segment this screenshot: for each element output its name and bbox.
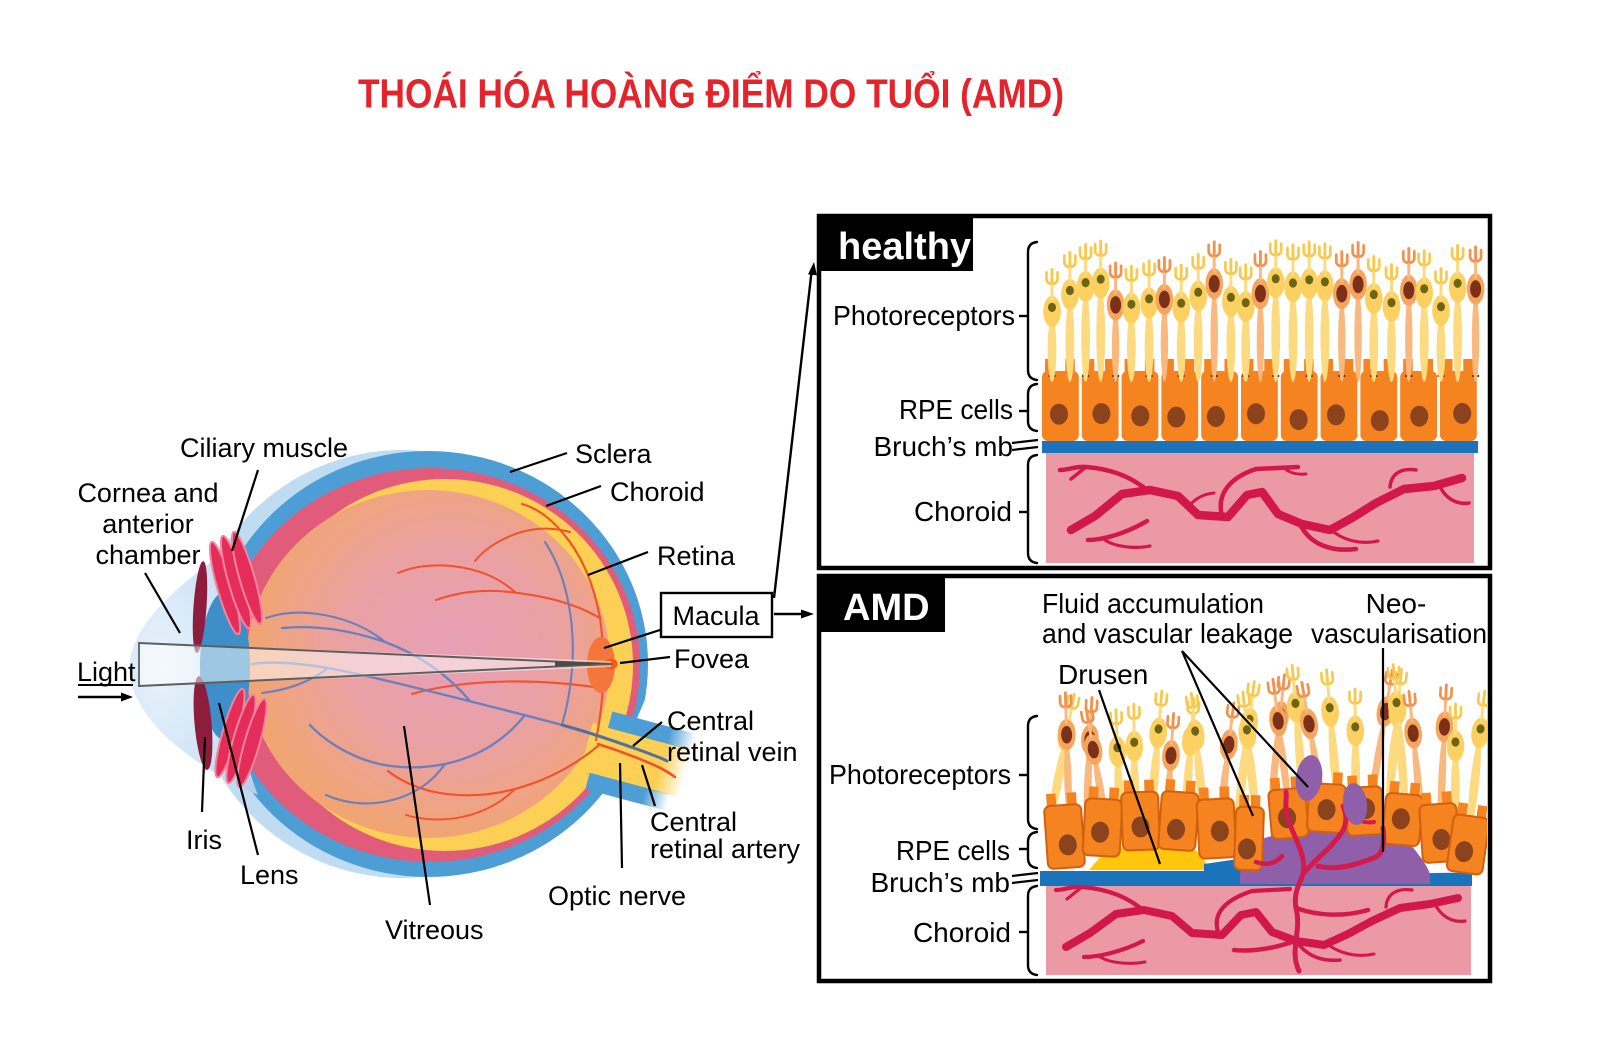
svg-text:RPE cells: RPE cells xyxy=(899,394,1013,425)
svg-text:Optic nerve: Optic nerve xyxy=(548,881,686,911)
svg-text:Fluid accumulation: Fluid accumulation xyxy=(1042,588,1264,619)
svg-text:Photoreceptors: Photoreceptors xyxy=(829,759,1011,790)
svg-text:and vascular leakage: and vascular leakage xyxy=(1042,618,1293,649)
svg-text:Photoreceptors: Photoreceptors xyxy=(833,300,1015,331)
svg-text:Neo-: Neo- xyxy=(1366,588,1427,619)
svg-text:AMD: AMD xyxy=(843,587,930,629)
svg-text:Cornea and: Cornea and xyxy=(77,478,218,508)
svg-text:THOÁI HÓA HOÀNG ĐIỂM DO TUỔI (: THOÁI HÓA HOÀNG ĐIỂM DO TUỔI (AMD) xyxy=(358,70,1064,117)
svg-text:anterior: anterior xyxy=(102,509,194,539)
svg-text:Vitreous: Vitreous xyxy=(385,915,484,945)
svg-text:Central: Central xyxy=(667,706,754,736)
svg-text:Ciliary muscle: Ciliary muscle xyxy=(180,433,348,463)
svg-text:Iris: Iris xyxy=(186,825,222,855)
svg-text:Light: Light xyxy=(77,657,136,687)
svg-text:Bruch’s mb: Bruch’s mb xyxy=(873,431,1013,462)
svg-text:Lens: Lens xyxy=(240,860,299,890)
svg-text:Fovea: Fovea xyxy=(674,644,750,674)
svg-text:vascularisation: vascularisation xyxy=(1311,618,1487,649)
svg-text:Central: Central xyxy=(650,807,737,837)
svg-text:Drusen: Drusen xyxy=(1058,659,1148,690)
svg-text:retinal vein: retinal vein xyxy=(667,737,798,767)
svg-text:healthy: healthy xyxy=(838,226,971,268)
svg-text:RPE cells: RPE cells xyxy=(896,835,1010,866)
svg-text:Choroid: Choroid xyxy=(914,496,1012,527)
svg-text:Choroid: Choroid xyxy=(913,917,1011,948)
svg-text:Retina: Retina xyxy=(657,541,736,571)
svg-text:Macula: Macula xyxy=(672,601,760,631)
svg-text:Sclera: Sclera xyxy=(575,439,653,469)
svg-text:Choroid: Choroid xyxy=(610,477,705,507)
svg-text:Bruch’s mb: Bruch’s mb xyxy=(870,867,1010,898)
svg-text:retinal artery: retinal artery xyxy=(650,834,801,864)
svg-text:chamber: chamber xyxy=(95,540,200,570)
